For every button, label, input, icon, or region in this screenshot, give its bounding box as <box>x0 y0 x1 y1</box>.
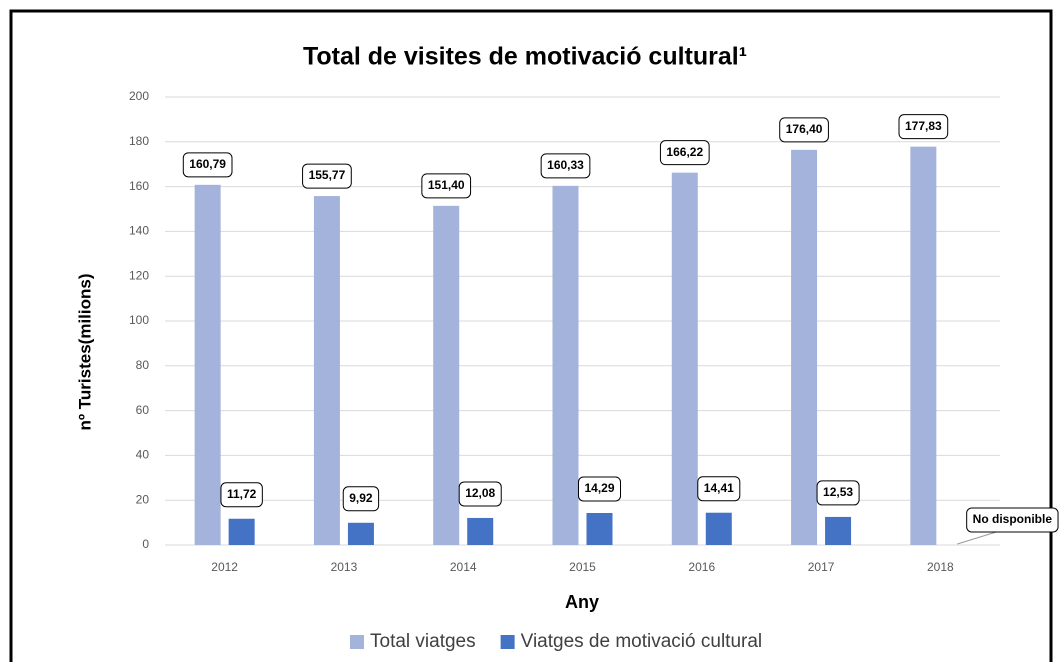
bar <box>228 518 255 545</box>
data-label-box <box>966 507 1059 533</box>
y-tick-label: 80 <box>136 358 150 372</box>
data-label: 14,41 <box>704 481 734 495</box>
bar <box>467 517 494 545</box>
data-label: 176,40 <box>786 122 823 136</box>
x-tick-label: 2016 <box>688 560 715 574</box>
data-label: 12,08 <box>465 486 495 500</box>
bar <box>910 146 937 545</box>
data-label: No disponible <box>973 512 1053 526</box>
x-tick-label: 2013 <box>331 560 358 574</box>
frame <box>9 9 1053 662</box>
y-tick-label: 100 <box>129 313 149 327</box>
data-label-box <box>659 140 710 166</box>
data-label-box <box>182 152 233 178</box>
legend-swatch <box>500 635 515 649</box>
data-label-box <box>697 476 741 502</box>
data-label-box <box>421 173 472 199</box>
data-label: 11,72 <box>227 487 257 501</box>
data-label: 177,83 <box>905 119 942 133</box>
legend-swatch <box>350 635 364 649</box>
legend-label: Total viatges <box>370 631 476 652</box>
data-label-box <box>302 163 352 189</box>
data-label: 14,29 <box>584 481 614 495</box>
bar <box>791 149 818 545</box>
data-label-box <box>577 476 622 502</box>
x-tick-label: 2012 <box>211 560 238 574</box>
legend-label: Viatges de motivació cultural <box>521 631 763 652</box>
x-tick-label: 2018 <box>927 560 954 574</box>
data-label-box <box>898 114 949 140</box>
bar <box>825 516 852 545</box>
y-tick-label: 0 <box>142 537 149 551</box>
y-tick-label: 120 <box>129 268 149 282</box>
bar <box>194 184 221 546</box>
y-tick-label: 180 <box>129 134 149 148</box>
y-tick-label: 40 <box>136 448 150 462</box>
data-label: 160,79 <box>189 157 226 171</box>
y-tick-label: 140 <box>129 224 149 238</box>
data-label-box <box>540 153 591 179</box>
y-tick-label: 20 <box>136 492 150 506</box>
y-axis-title: nº Turistes(milions) <box>75 273 94 430</box>
data-label-box <box>342 486 380 512</box>
data-label: 155,77 <box>309 168 346 182</box>
data-label-box <box>458 481 502 507</box>
x-axis-title: Any <box>565 592 599 612</box>
data-label: 166,22 <box>666 145 703 159</box>
bar <box>313 196 340 545</box>
bar <box>586 512 613 545</box>
data-label: 160,33 <box>547 158 584 172</box>
data-label: 151,40 <box>428 178 465 192</box>
data-label-box <box>779 117 829 143</box>
data-label: 12,53 <box>823 485 853 499</box>
bar <box>671 172 698 545</box>
y-tick-label: 60 <box>136 403 150 417</box>
data-label: 9,92 <box>349 491 373 505</box>
x-tick-label: 2017 <box>808 560 835 574</box>
chart-title: Total de visites de motivació cultural¹ <box>303 43 747 71</box>
x-tick-label: 2015 <box>569 560 596 574</box>
data-label-box <box>220 482 263 508</box>
data-label-box <box>816 480 860 506</box>
y-tick-label: 200 <box>129 89 149 103</box>
bar <box>552 185 579 546</box>
y-tick-label: 160 <box>129 179 149 193</box>
bar <box>705 512 732 545</box>
bar <box>433 205 460 545</box>
bar <box>347 522 374 545</box>
x-tick-label: 2014 <box>450 560 477 574</box>
